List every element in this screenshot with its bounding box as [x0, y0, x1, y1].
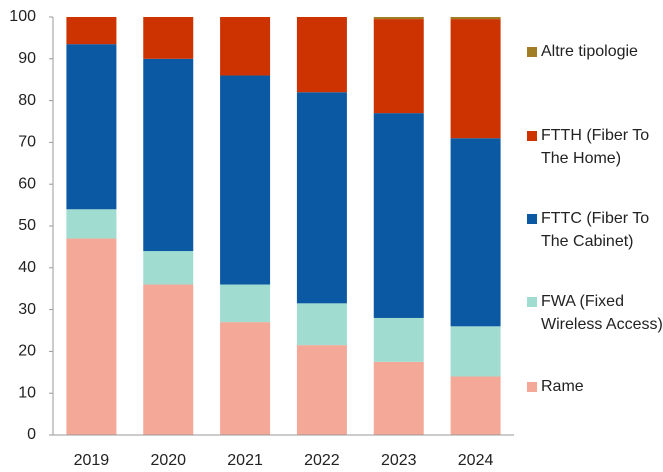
bar-segment [296, 345, 347, 435]
x-tick-label: 2019 [74, 452, 110, 469]
y-tick-label: 30 [18, 301, 36, 318]
bar-segment [66, 44, 117, 210]
y-tick-label: 0 [27, 426, 36, 443]
legend-swatch [527, 47, 537, 57]
bar-segment [296, 92, 347, 304]
bar-segment [220, 75, 271, 285]
bar-segment [373, 113, 424, 318]
bar-segment [450, 17, 501, 20]
bar-segment [373, 17, 424, 20]
x-tick-label: 2024 [458, 452, 494, 469]
y-tick-label: 10 [18, 384, 36, 401]
legend-label: Rame [541, 378, 584, 395]
x-tick-label: 2021 [227, 452, 263, 469]
bar-segment [220, 284, 271, 323]
bar-segment [296, 17, 347, 93]
legend-label: FTTH (Fiber To The Home) [541, 127, 650, 167]
legend-entry: FTTC (Fiber To The Cabinet) [527, 207, 663, 253]
legend-label: Altre tipologie [541, 43, 638, 60]
bar-segment [296, 303, 347, 346]
x-tick-label: 2023 [381, 452, 417, 469]
legend-swatch [527, 297, 537, 307]
x-tick-label: 2022 [304, 452, 340, 469]
bar-segment [143, 251, 194, 285]
bar-segment [66, 238, 117, 435]
legend-swatch [527, 214, 537, 224]
legend-label: FTTC (Fiber To The Cabinet) [541, 210, 650, 250]
bar-segment [373, 19, 424, 114]
bar-segment [220, 322, 271, 435]
y-tick-label: 50 [18, 217, 36, 234]
legend-entry: FTTH (Fiber To The Home) [527, 124, 663, 170]
y-tick-label: 80 [18, 92, 36, 109]
y-tick-label: 20 [18, 343, 36, 360]
y-tick-label: 40 [18, 259, 36, 276]
bar-segment [450, 19, 501, 139]
y-tick-label: 70 [18, 134, 36, 151]
bar-segment [143, 17, 194, 59]
bar-segment [373, 361, 424, 435]
legend-label: FWA (Fixed Wireless Access) [541, 293, 663, 333]
bar-segment [450, 376, 501, 435]
y-tick-label: 100 [9, 8, 36, 25]
legend-swatch [527, 382, 537, 392]
bar-segment [66, 209, 117, 239]
y-tick-label: 60 [18, 175, 36, 192]
bar-segment [373, 317, 424, 362]
bar-segment [143, 284, 194, 435]
y-tick-label: 90 [18, 50, 36, 67]
x-tick-label: 2020 [150, 452, 186, 469]
legend-entry: Altre tipologie [527, 40, 663, 63]
bar-segment [220, 17, 271, 76]
bar-segment [450, 326, 501, 377]
legend-entry: Rame [527, 375, 663, 398]
legend-swatch [527, 131, 537, 141]
legend-entry: FWA (Fixed Wireless Access) [527, 290, 663, 336]
bar-segment [450, 138, 501, 327]
bar-segment [66, 17, 117, 45]
bar-segment [143, 58, 194, 252]
